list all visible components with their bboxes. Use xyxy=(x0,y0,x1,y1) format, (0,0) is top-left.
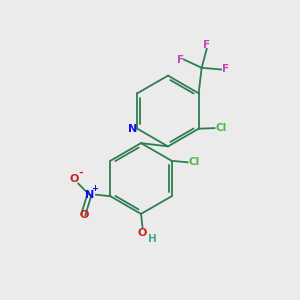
Text: O: O xyxy=(138,227,147,238)
Text: N: N xyxy=(85,190,94,200)
Text: N: N xyxy=(128,124,137,134)
Text: F: F xyxy=(203,40,210,50)
Text: +: + xyxy=(91,184,98,193)
Text: F: F xyxy=(177,55,184,64)
Text: O: O xyxy=(69,174,78,184)
Text: Cl: Cl xyxy=(215,123,227,133)
Text: H: H xyxy=(148,233,157,244)
Text: F: F xyxy=(222,64,229,74)
Text: O: O xyxy=(79,210,88,220)
Text: Cl: Cl xyxy=(188,157,200,167)
Text: -: - xyxy=(78,167,83,178)
